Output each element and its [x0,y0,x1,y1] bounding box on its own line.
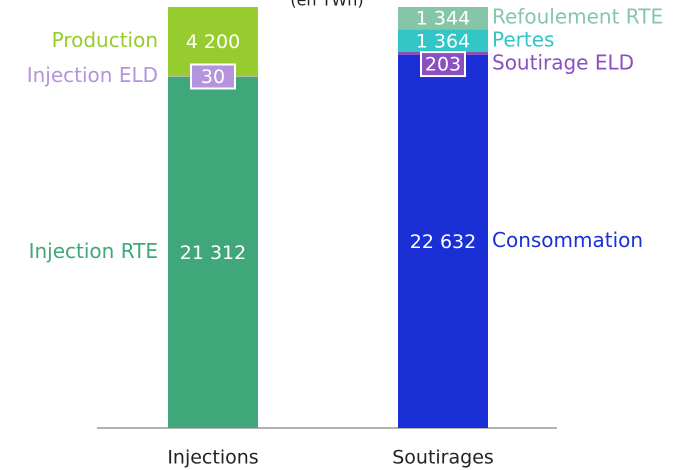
x-tick-label: Soutirages [392,447,494,469]
series-label: Consommation [492,228,643,252]
value-label: 21 312 [180,242,246,264]
x-tick-label: Injections [167,447,258,469]
value-label: 4 200 [186,31,240,53]
bar-segment [398,29,488,52]
chart-subtitle: (en TWh) [290,0,363,10]
series-label: Injection ELD [27,63,158,87]
series-label: Refoulement RTE [492,5,663,29]
value-label: 22 632 [410,231,476,253]
series-label: Pertes [492,28,554,52]
bar-segment [398,54,488,429]
value-label: 203 [425,54,461,76]
series-label: Production [52,28,158,52]
value-label-box [420,51,466,78]
bar-segment [398,7,488,30]
value-label: 30 [201,66,225,88]
series-label: Injection RTE [29,239,158,263]
value-label: 1 344 [416,8,470,30]
series-label: Soutirage ELD [492,51,634,75]
bar-segment [168,76,258,429]
value-label: 1 364 [416,31,470,53]
value-label-box [190,63,236,90]
